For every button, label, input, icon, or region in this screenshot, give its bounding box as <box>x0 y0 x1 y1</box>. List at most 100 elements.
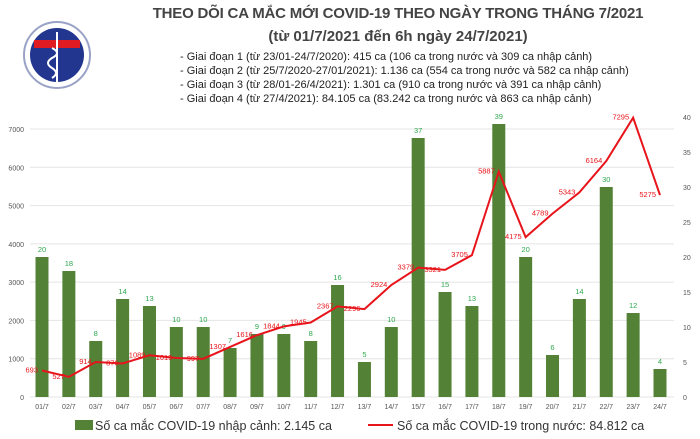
right-axis-tick-label: 0 <box>683 395 687 402</box>
bar-data-label: 18 <box>65 259 73 268</box>
x-tick-label: 01/7 <box>35 404 49 411</box>
bar-data-label: 14 <box>118 287 126 296</box>
line-data-label: 2924 <box>371 280 388 289</box>
bar-data-label: 14 <box>575 287 583 296</box>
note-stage-3: - Giai đoạn 3 (từ 28/01-26/4/2021): 1.30… <box>180 79 602 91</box>
right-axis-tick-label: 15 <box>683 290 691 297</box>
x-tick-label: 19/7 <box>519 404 533 411</box>
right-axis-tick-label: 10 <box>683 325 691 332</box>
x-tick-label: 09/7 <box>250 404 264 411</box>
line-data-label: 1307 <box>209 342 226 351</box>
line-series-domestic <box>41 115 661 378</box>
line-data-label: 5275 <box>639 190 656 199</box>
ministry-of-health-logo <box>22 18 92 95</box>
x-tick-label: 06/7 <box>170 404 184 411</box>
bar-01/7 <box>35 257 49 397</box>
left-axis-tick-label: 0 <box>20 395 24 402</box>
x-tick-label: 13/7 <box>358 404 372 411</box>
left-axis-tick-label: 4000 <box>8 242 24 249</box>
bar-13/7 <box>357 362 371 397</box>
bar-data-label: 10 <box>387 315 395 324</box>
x-tick-label: 07/7 <box>196 404 210 411</box>
line-data-label: 5343 <box>559 187 576 196</box>
right-axis-tick-label: 20 <box>683 255 691 262</box>
x-tick-label: 20/7 <box>546 404 560 411</box>
bar-data-label: 12 <box>629 301 637 310</box>
right-axis-tick-label: 40 <box>683 115 691 122</box>
x-tick-label: 24/7 <box>653 404 667 411</box>
bar-10/7 <box>277 334 291 397</box>
line-data-label: 693 <box>25 365 38 374</box>
stage-notes: - Giai đoạn 1 (từ 23/01-24/7/2020): 415 … <box>180 50 629 106</box>
bar-data-label: 30 <box>602 175 610 184</box>
line-data-label: 1945 <box>290 318 307 327</box>
left-axis-tick-label: 6000 <box>8 165 24 172</box>
bar-06/7 <box>169 327 183 397</box>
line-data-label: 4789 <box>532 209 549 218</box>
line-data-label: 1019 <box>156 353 173 362</box>
x-tick-label: 22/7 <box>599 404 613 411</box>
bar-16/7 <box>438 292 452 397</box>
line-data-label: 1844 <box>263 321 280 330</box>
bar-data-label: 16 <box>333 273 341 282</box>
left-axis-tick-label: 2000 <box>8 318 24 325</box>
bar-09/7 <box>250 334 264 397</box>
x-tick-label: 17/7 <box>465 404 479 411</box>
bar-data-label: 8 <box>309 329 313 338</box>
left-axis-tick-label: 7000 <box>8 127 24 134</box>
bar-data-label: 13 <box>145 294 153 303</box>
bar-data-label: 5 <box>362 350 366 359</box>
x-tick-label: 05/7 <box>143 404 157 411</box>
bar-07/7 <box>196 327 210 397</box>
chart-subtitle: (từ 01/7/2021 đến 6h ngày 24/7/2021) <box>268 28 528 45</box>
line-data-label: 7295 <box>612 113 629 122</box>
bar-data-label: 13 <box>468 294 476 303</box>
bar-12/7 <box>331 285 345 397</box>
x-tick-label: 12/7 <box>331 404 345 411</box>
bar-14/7 <box>384 327 398 397</box>
legend-bar-swatch <box>75 420 93 430</box>
bar-17/7 <box>465 306 479 397</box>
left-axis-tick-label: 5000 <box>8 204 24 211</box>
line-data-label: 3705 <box>451 250 468 259</box>
x-tick-label: 08/7 <box>223 404 237 411</box>
bar-data-label: 7 <box>228 336 232 345</box>
x-tick-label: 10/7 <box>277 404 291 411</box>
line-data-label: 3379 <box>397 263 414 272</box>
x-tick-label: 11/7 <box>304 404 317 411</box>
bar-20/7 <box>546 355 560 397</box>
note-stage-2: - Giai đoạn 2 (từ 25/7/2020-27/01/2021):… <box>180 65 629 77</box>
legend-bar-label: Số ca mắc COVID-19 nhập cảnh: 2.145 ca <box>95 418 332 433</box>
bar-data-label: 6 <box>550 343 554 352</box>
right-axis-tick-label: 30 <box>683 185 691 192</box>
note-stage-1: - Giai đoạn 1 (từ 23/01-24/7/2020): 415 … <box>180 51 593 63</box>
right-axis-tick-label: 35 <box>683 150 691 157</box>
x-tick-label: 16/7 <box>438 404 452 411</box>
left-axis-tick-label: 3000 <box>8 280 24 287</box>
bar-data-label: 39 <box>495 112 503 121</box>
bar-data-label: 15 <box>441 280 449 289</box>
line-data-label: 5887 <box>478 167 495 176</box>
line-data-label: 914 <box>79 357 92 366</box>
right-axis-tick-label: 25 <box>683 220 691 227</box>
bar-02/7 <box>62 271 76 397</box>
right-axis-tick-label: 5 <box>683 360 687 367</box>
note-stage-4: - Giai đoạn 4 (từ 27/4/2021): 84.105 ca … <box>180 93 592 105</box>
line-data-label: 2296 <box>344 304 361 313</box>
line-data-label: 2367 <box>317 301 334 310</box>
bar-05/7 <box>142 306 156 397</box>
bar-18/7 <box>492 124 506 397</box>
line-data-label: 876 <box>106 358 119 367</box>
line-data-label: 4175 <box>505 232 522 241</box>
bar-19/7 <box>519 257 533 397</box>
x-tick-label: 14/7 <box>384 404 398 411</box>
legend-line-label: Số ca mắc COVID-19 trong nước: 84.812 ca <box>397 418 644 433</box>
line-data-label: 527 <box>52 372 65 381</box>
bar-data-label: 20 <box>521 245 529 254</box>
x-tick-label: 23/7 <box>626 404 640 411</box>
bar-03/7 <box>89 341 103 397</box>
line-data-label: 3321 <box>424 265 441 274</box>
bar-23/7 <box>626 313 640 397</box>
x-tick-label: 04/7 <box>116 404 130 411</box>
bar-data-label: 10 <box>199 315 207 324</box>
